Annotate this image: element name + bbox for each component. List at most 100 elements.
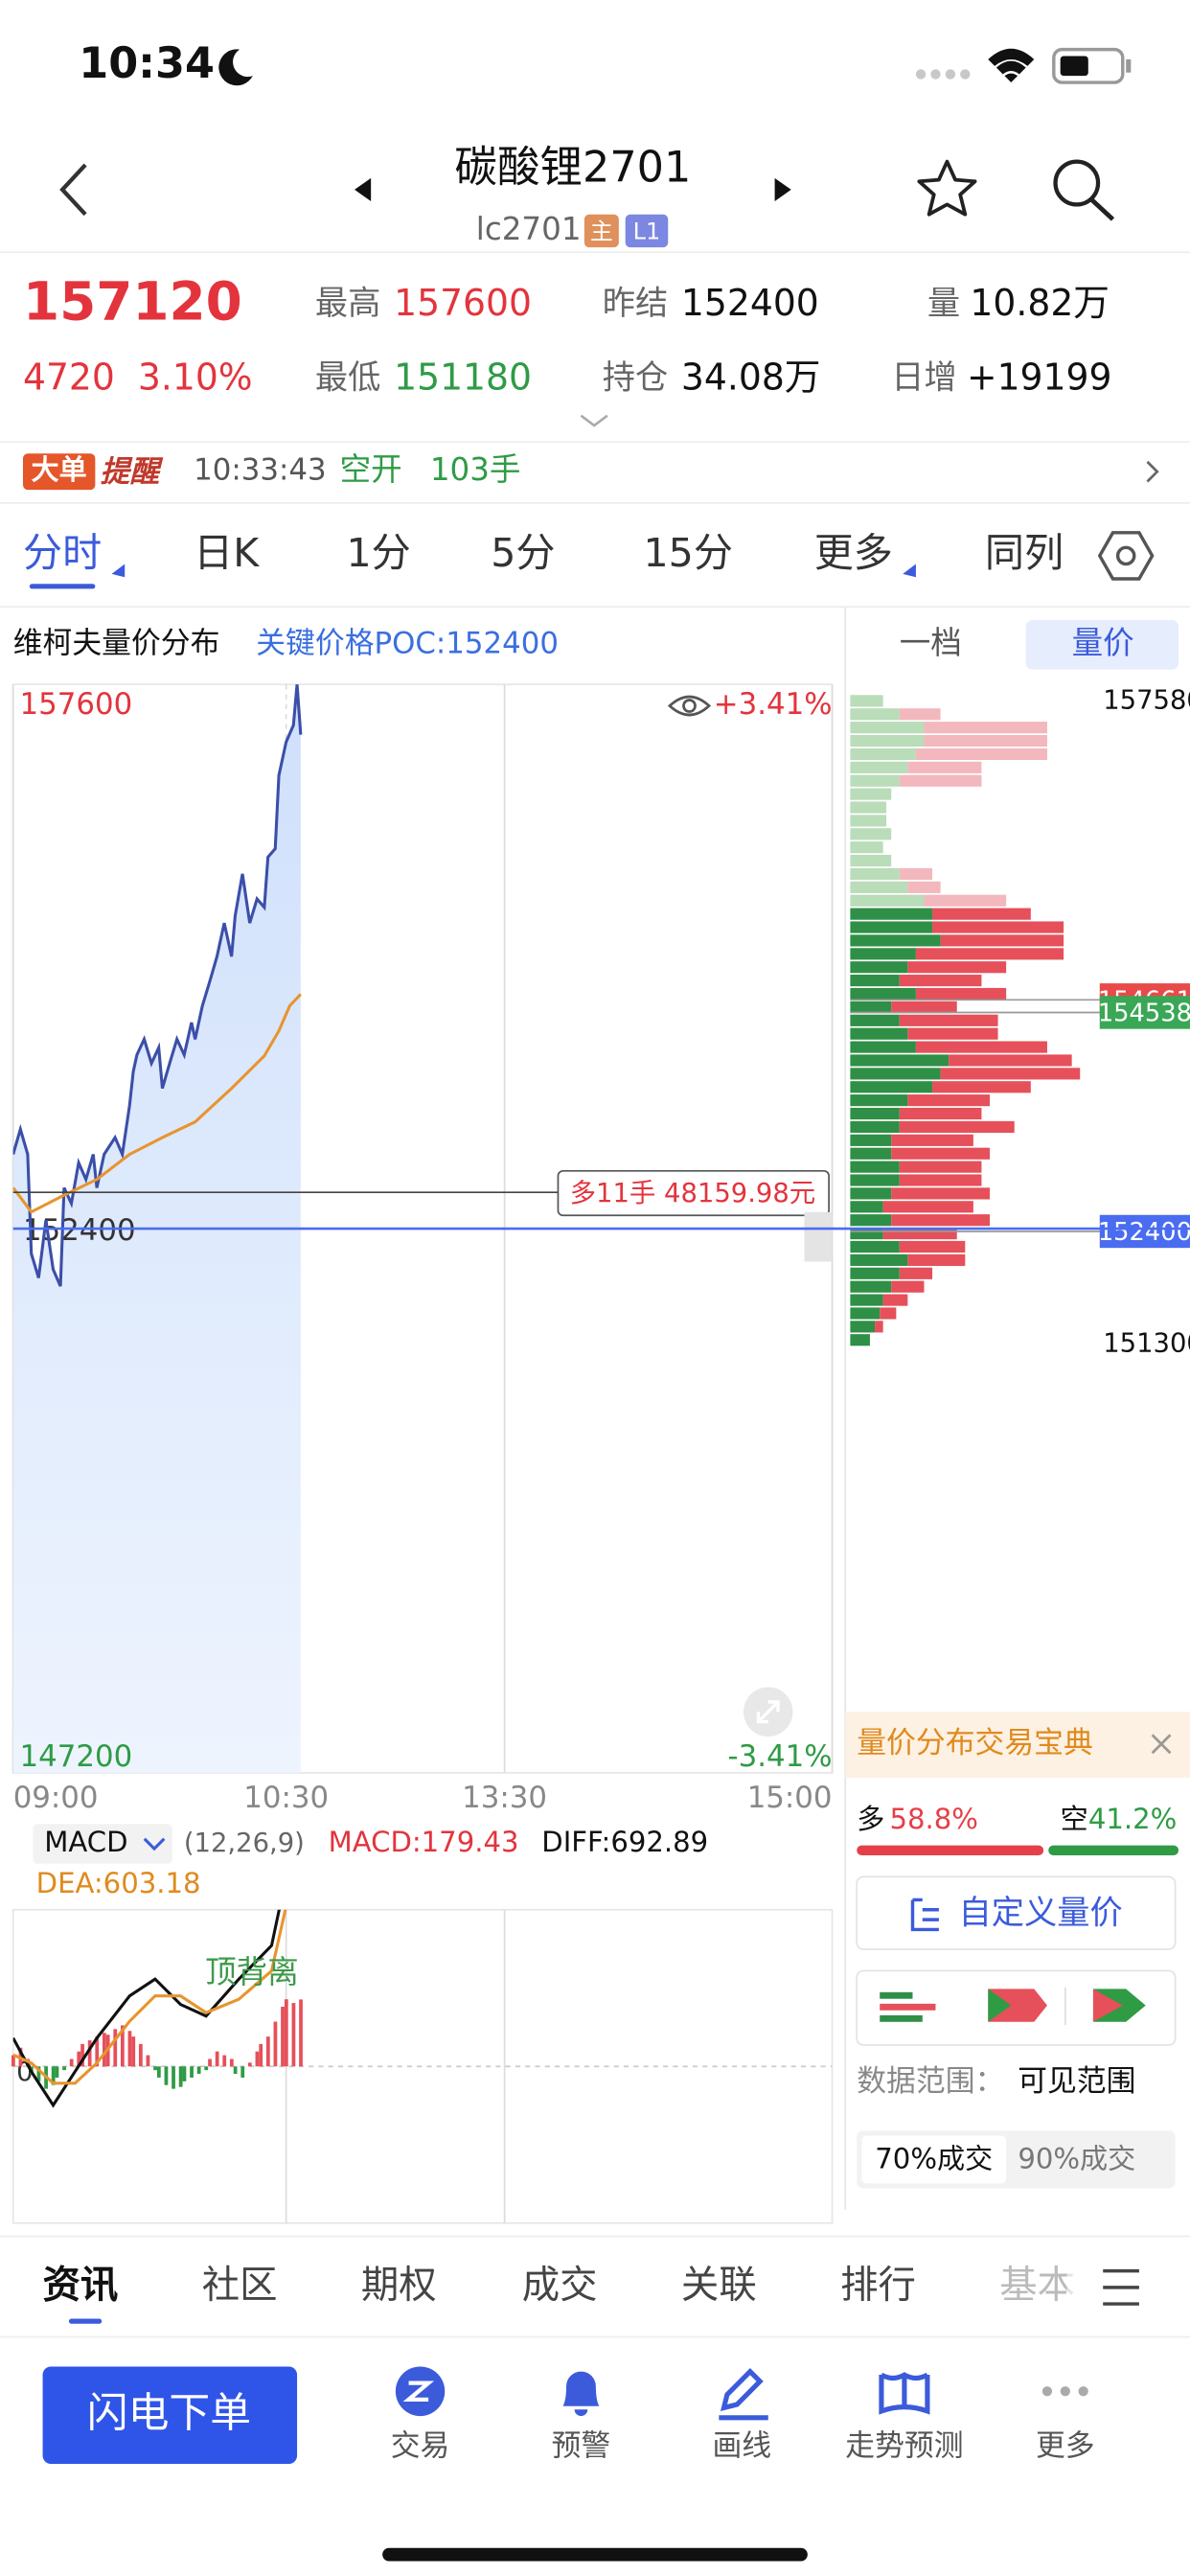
profile-bar: [850, 761, 908, 773]
side-tab[interactable]: 一档: [900, 625, 962, 661]
badge-level: L1: [633, 218, 661, 245]
profile-bar: [850, 881, 908, 893]
period-tab[interactable]: 日K: [194, 530, 260, 576]
trade-glyph: [402, 2380, 435, 2403]
info-tab[interactable]: 成交: [522, 2263, 598, 2307]
info-tab[interactable]: 排行: [840, 2263, 916, 2307]
y-tick-label: 152400: [23, 1213, 136, 1248]
ratio-name: 空: [1061, 1803, 1088, 1835]
profile-bar: [850, 855, 892, 867]
profile-bar: [850, 748, 916, 761]
nav-label[interactable]: 画线: [712, 2428, 771, 2463]
macd-bar: [95, 2036, 100, 2067]
profile-bar: [907, 1254, 966, 1266]
macd-selector[interactable]: MACD: [44, 1826, 127, 1858]
profile-bar: [850, 1201, 883, 1213]
profile-bar: [850, 801, 887, 814]
profile-bar: [932, 921, 1064, 933]
profile-bar: [915, 948, 1064, 960]
nav-label[interactable]: 预警: [552, 2428, 611, 2463]
favorite-button[interactable]: [917, 159, 977, 217]
macd-bar: [190, 2066, 194, 2078]
macd-bar: [172, 2066, 175, 2089]
stat-value: 157600: [394, 282, 532, 324]
nav-label[interactable]: 更多: [1036, 2428, 1095, 2463]
macd-selector-bg[interactable]: [33, 1824, 172, 1864]
option[interactable]: 90%成交: [1018, 2142, 1135, 2174]
close-banner[interactable]: [1151, 1734, 1172, 1755]
macd-bar: [204, 2066, 209, 2071]
y-tick-label: 147200: [20, 1739, 133, 1774]
next-contract[interactable]: [774, 177, 791, 201]
order-button[interactable]: 闪电下单: [87, 2390, 251, 2438]
profile-bar: [915, 748, 1047, 761]
nav-label[interactable]: 交易: [391, 2428, 450, 2463]
battery-tip: [1126, 58, 1132, 73]
profile-bar: [899, 774, 982, 787]
macd-bar: [62, 2066, 66, 2071]
profile-bar: [899, 1161, 982, 1173]
x-tick-label: 13:30: [462, 1781, 547, 1815]
alert-tag-bg: [22, 453, 96, 491]
price-marker: [1099, 996, 1190, 1029]
profile-bar: [850, 975, 900, 987]
badge-main: 主: [590, 218, 613, 245]
profile-bar: [907, 1027, 998, 1040]
option-active[interactable]: 70%成交: [875, 2142, 993, 2174]
expand-quote[interactable]: [580, 414, 608, 427]
indicator-name: 维柯夫量价分布: [13, 626, 220, 660]
profile-bar: [891, 1147, 991, 1160]
profile-bar: [882, 1294, 908, 1306]
alert-icon[interactable]: [562, 2371, 600, 2417]
profile-bar: [899, 1120, 1015, 1134]
period-tab[interactable]: 更多: [814, 530, 893, 576]
guide-banner[interactable]: 量价分布交易宝典: [857, 1726, 1093, 1760]
style-option[interactable]: [880, 1991, 936, 2022]
info-tab[interactable]: 关联: [681, 2263, 757, 2307]
profile-bar: [949, 1054, 1072, 1067]
profile-bar: [850, 1027, 908, 1040]
settings-button[interactable]: [1097, 531, 1155, 581]
macd-params: (12,26,9): [184, 1828, 305, 1858]
info-tab[interactable]: 社区: [202, 2263, 278, 2307]
style-option[interactable]: [988, 1989, 1047, 2022]
draw-icon[interactable]: [719, 2367, 768, 2421]
info-tab[interactable]: 基本: [999, 2263, 1075, 2307]
alert-more[interactable]: [1146, 460, 1159, 483]
profile-bar: [850, 1014, 900, 1026]
price-change-pct: 3.10%: [138, 356, 253, 398]
macd-bar: [255, 2051, 260, 2067]
info-tab[interactable]: 期权: [361, 2263, 437, 2307]
period-tab[interactable]: 1分: [346, 530, 410, 576]
search-button[interactable]: [1053, 159, 1101, 207]
nav-label[interactable]: 走势预测: [845, 2428, 963, 2463]
back-button[interactable]: [59, 163, 87, 217]
range-value[interactable]: 可见范围: [1018, 2064, 1135, 2099]
info-tab-active[interactable]: 资讯: [43, 2263, 119, 2307]
custom-button[interactable]: 自定义量价: [958, 1894, 1122, 1932]
side-handle[interactable]: [804, 1211, 833, 1262]
more-icon[interactable]: [1041, 2386, 1088, 2397]
period-tab[interactable]: 5分: [491, 530, 555, 576]
battery-icon: [1052, 47, 1125, 84]
profile-bar: [850, 908, 933, 920]
ratio-label: 58.8%: [890, 1803, 978, 1835]
guide-banner-bg: [845, 1712, 1190, 1779]
prev-contract[interactable]: [355, 177, 372, 201]
order-button-bg[interactable]: [42, 2366, 298, 2464]
period-tab[interactable]: 15分: [644, 530, 733, 576]
period-tab[interactable]: 同列: [985, 530, 1064, 576]
visibility-icon[interactable]: [667, 695, 712, 717]
profile-bar: [932, 1081, 1031, 1093]
forecast-icon[interactable]: [879, 2372, 930, 2415]
period-tab-active[interactable]: 分时: [23, 530, 102, 576]
macd-value: MACD:179.43: [329, 1826, 519, 1858]
dea-line: [12, 1909, 287, 2085]
side-tab-active[interactable]: 量价: [1072, 625, 1134, 661]
macd-bar: [156, 2066, 161, 2078]
menu-button[interactable]: [1103, 2268, 1139, 2306]
profile-bar: [924, 722, 1047, 734]
macd-bar: [138, 2043, 143, 2067]
profile-bar: [850, 734, 925, 748]
